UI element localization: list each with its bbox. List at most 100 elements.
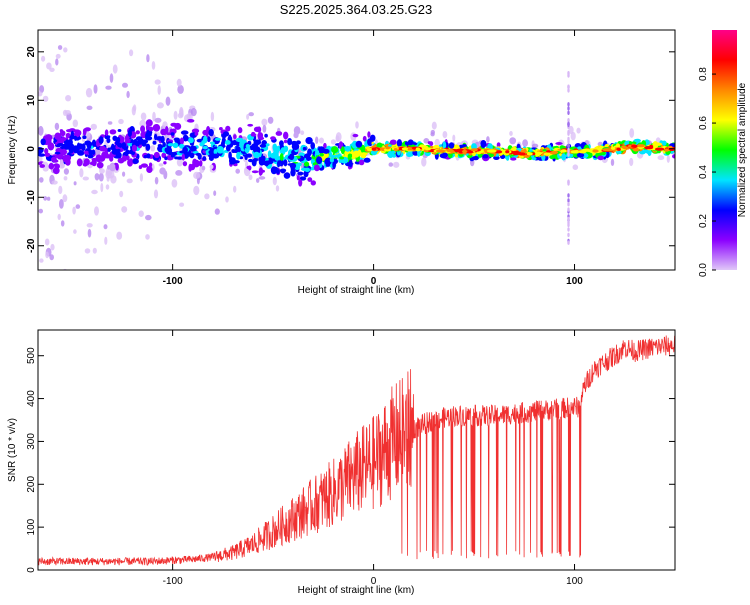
band-mark xyxy=(172,151,178,156)
core-mark xyxy=(512,152,519,156)
band-mark xyxy=(561,153,567,161)
band-mark xyxy=(106,137,111,144)
noise-mark xyxy=(248,174,253,181)
band-mark xyxy=(107,165,111,170)
noise-mark xyxy=(90,123,98,130)
noise-mark xyxy=(629,128,635,138)
band-mark xyxy=(208,129,214,137)
band-mark xyxy=(112,149,118,155)
band-mark xyxy=(253,139,262,146)
band-mark xyxy=(195,152,202,156)
noise-mark xyxy=(43,196,48,201)
band-mark xyxy=(305,156,312,161)
streak-mark xyxy=(567,139,570,144)
noise-mark xyxy=(262,124,267,133)
y-tick-label: 10 xyxy=(26,94,37,106)
band-mark xyxy=(427,141,432,145)
band-mark xyxy=(480,140,487,148)
band-mark xyxy=(496,142,501,148)
band-mark xyxy=(236,151,241,160)
band-mark xyxy=(216,146,224,154)
noise-mark xyxy=(225,196,229,203)
band-mark xyxy=(164,156,168,161)
band-mark xyxy=(272,166,279,170)
core-mark xyxy=(631,144,638,148)
band-mark xyxy=(576,152,585,158)
band-mark xyxy=(225,144,231,152)
core-mark xyxy=(551,150,559,154)
band-mark xyxy=(417,149,421,157)
noise-mark xyxy=(176,158,183,167)
band-mark xyxy=(323,142,327,149)
noise-mark xyxy=(58,163,65,169)
noise-mark xyxy=(190,108,197,117)
noise-mark xyxy=(193,185,200,196)
noise-mark xyxy=(49,67,55,73)
band-mark xyxy=(355,140,363,148)
band-mark xyxy=(74,135,78,141)
band-mark xyxy=(47,142,55,151)
noise-mark xyxy=(151,61,156,70)
band-mark xyxy=(367,131,371,138)
spectrogram-xlabel: Height of straight line (km) xyxy=(298,285,415,296)
band-mark xyxy=(316,156,323,165)
band-mark xyxy=(179,150,187,154)
colorbar-tick-label: 0.8 xyxy=(698,67,709,81)
noise-mark xyxy=(57,45,63,50)
band-mark xyxy=(52,163,61,170)
band-mark xyxy=(244,153,248,160)
band-mark xyxy=(258,168,263,176)
band-mark xyxy=(187,119,195,123)
colorbar-tick-label: 0.6 xyxy=(698,116,709,130)
noise-mark xyxy=(421,157,427,167)
band-mark xyxy=(353,150,360,158)
noise-mark xyxy=(41,55,46,62)
band-mark xyxy=(283,159,288,167)
band-mark xyxy=(116,148,121,153)
noise-mark xyxy=(154,176,159,185)
band-mark xyxy=(125,138,131,144)
band-mark xyxy=(163,161,167,165)
noise-mark xyxy=(139,173,143,182)
streak-mark xyxy=(567,193,570,198)
snr-series-line xyxy=(38,335,675,566)
band-mark xyxy=(305,137,313,145)
noise-mark xyxy=(104,236,108,245)
band-mark xyxy=(129,158,134,165)
core-mark xyxy=(581,148,591,152)
noise-mark xyxy=(72,206,76,215)
colorbar: 0.0 0.2 0.4 0.6 0.8 Normalized spectral ampl… xyxy=(698,30,748,277)
band-mark xyxy=(291,142,300,151)
streak-mark xyxy=(567,147,570,152)
band-mark xyxy=(508,145,512,150)
noise-mark xyxy=(55,53,61,59)
noise-mark xyxy=(261,118,268,126)
band-mark xyxy=(248,158,253,163)
core-mark xyxy=(456,148,465,152)
band-mark xyxy=(189,152,195,159)
noise-mark xyxy=(423,138,430,144)
band-mark xyxy=(86,141,93,147)
band-mark xyxy=(44,152,51,157)
band-mark xyxy=(152,140,157,145)
band-mark xyxy=(77,150,85,156)
x-tick-label: -100 xyxy=(163,276,183,287)
core-mark xyxy=(446,149,454,153)
band-mark xyxy=(276,169,280,175)
noise-mark xyxy=(272,176,277,186)
core-mark xyxy=(462,149,468,154)
noise-mark xyxy=(610,158,615,166)
band-mark xyxy=(131,144,138,152)
band-mark xyxy=(322,148,330,154)
spectrogram-ylabel: Frequency (Hz) xyxy=(7,116,18,185)
x-tick-label: 100 xyxy=(566,576,583,587)
y-tick-label: 0 xyxy=(26,567,37,573)
band-mark xyxy=(155,136,163,141)
core-mark xyxy=(664,148,669,152)
core-mark xyxy=(592,149,599,153)
band-mark xyxy=(83,158,90,166)
noise-mark xyxy=(154,79,161,85)
